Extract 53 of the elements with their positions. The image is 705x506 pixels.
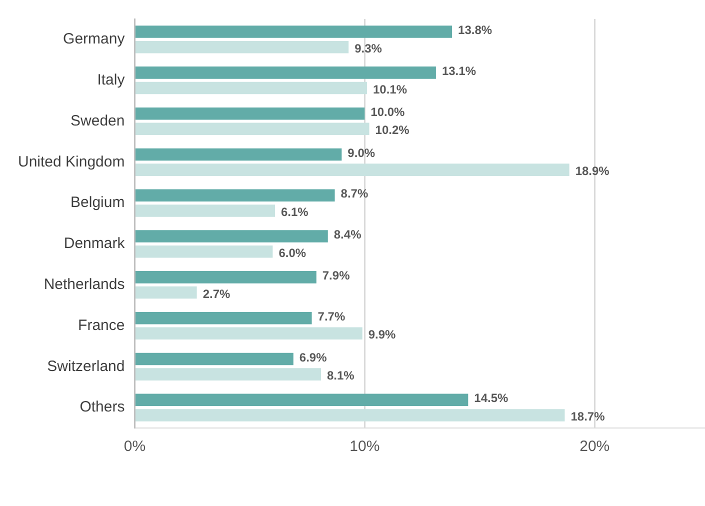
bar [135, 189, 335, 202]
bar [135, 409, 565, 422]
bar [135, 107, 365, 120]
data-label: 9.9% [368, 328, 396, 342]
y-tick-label: Italy [97, 71, 126, 88]
bar [135, 82, 367, 94]
bar [135, 122, 370, 136]
bar [135, 368, 321, 380]
bar [135, 66, 436, 79]
x-tick-label: 20% [580, 438, 610, 456]
y-tick-label: Netherlands [44, 276, 125, 293]
bar [135, 26, 452, 38]
y-tick-label: Denmark [64, 235, 126, 252]
data-label: 8.4% [334, 228, 362, 242]
data-label: 9.0% [348, 146, 376, 160]
y-tick-label: Germany [63, 30, 126, 48]
data-label: 2.7% [202, 286, 230, 301]
x-tick-label: 10% [350, 438, 380, 456]
y-tick-label: United Kingdom [18, 153, 125, 170]
data-label: 13.1% [442, 64, 476, 78]
data-label: 18.7% [570, 410, 606, 424]
data-label: 8.1% [326, 368, 355, 383]
data-label: 18.9% [575, 164, 610, 178]
bar [135, 148, 342, 161]
data-label: 6.9% [299, 350, 328, 364]
y-tick-label: Others [80, 398, 125, 416]
bar [135, 394, 468, 406]
bar [135, 352, 294, 366]
data-label: 7.9% [322, 268, 350, 282]
data-label: 8.7% [340, 186, 368, 201]
y-tick-label: France [78, 316, 125, 334]
data-label: 7.7% [318, 309, 346, 324]
data-label: 6.1% [280, 205, 309, 220]
bar [135, 245, 273, 258]
y-tick-label: Switzerland [47, 358, 125, 375]
bar [135, 230, 328, 242]
bar [135, 327, 362, 340]
x-tick-label: 0% [124, 438, 146, 456]
data-label: 10.1% [372, 82, 408, 96]
y-tick-label: Sweden [70, 112, 125, 130]
bar [135, 204, 275, 217]
data-label: 10.2% [375, 123, 410, 138]
data-label: 6.0% [278, 246, 306, 260]
data-label: 14.5% [474, 391, 509, 406]
y-tick-label: Belgium [70, 194, 125, 212]
data-label: 10.0% [370, 104, 406, 119]
bar [135, 40, 349, 54]
data-label: 13.8% [458, 23, 492, 38]
bar [135, 312, 312, 324]
data-label: 9.3% [354, 41, 382, 56]
bar [135, 164, 570, 176]
bar [135, 271, 316, 284]
bar [135, 286, 197, 299]
